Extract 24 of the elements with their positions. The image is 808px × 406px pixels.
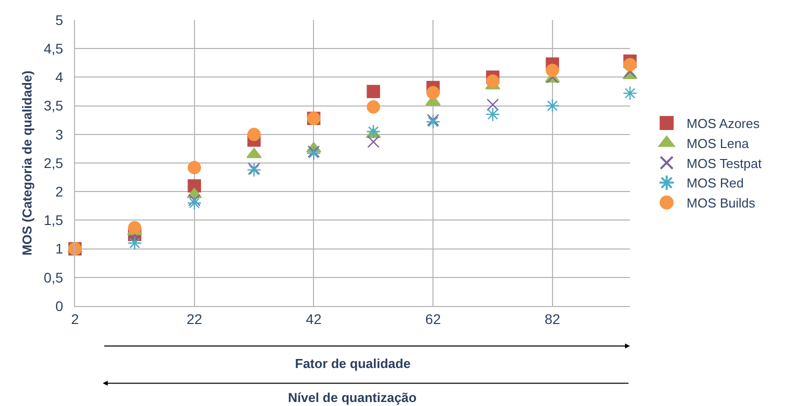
y-tick-label: 2 (55, 184, 64, 200)
x-tick-label: 22 (186, 310, 202, 327)
y-tick-label: 3 (55, 126, 64, 142)
y-tick-label: 1 (55, 240, 64, 257)
y-axis-title: MOS (Categoria de qualidade) (20, 70, 35, 256)
y-tick-label: 3,5 (44, 98, 64, 114)
legend-label: MOS Red (686, 176, 744, 191)
x-axis-title: Fator de qualidade (295, 356, 411, 371)
y-tick-label: 0,5 (44, 269, 64, 286)
x-tick-label: 62 (425, 310, 442, 327)
x-tick-label: 2 (71, 310, 80, 327)
text: Nível de quantização (288, 390, 417, 405)
y-tick-label: 2,5 (44, 154, 64, 171)
legend-label: MOS Azores (686, 116, 760, 132)
y-tick-label: 0 (55, 298, 64, 314)
y-tick-label: 4,5 (44, 40, 64, 56)
legend-label: MOS Testpat (686, 156, 762, 171)
y-tick-label: 5 (55, 12, 64, 28)
y-tick-label: 1,5 (44, 212, 64, 228)
legend-label: MOS Lena (686, 136, 750, 151)
y-tick-label: 4 (55, 69, 64, 86)
x-tick-label: 82 (544, 310, 560, 327)
x-tick-label: 42 (306, 310, 322, 327)
legend-label: MOS Builds (686, 196, 756, 211)
